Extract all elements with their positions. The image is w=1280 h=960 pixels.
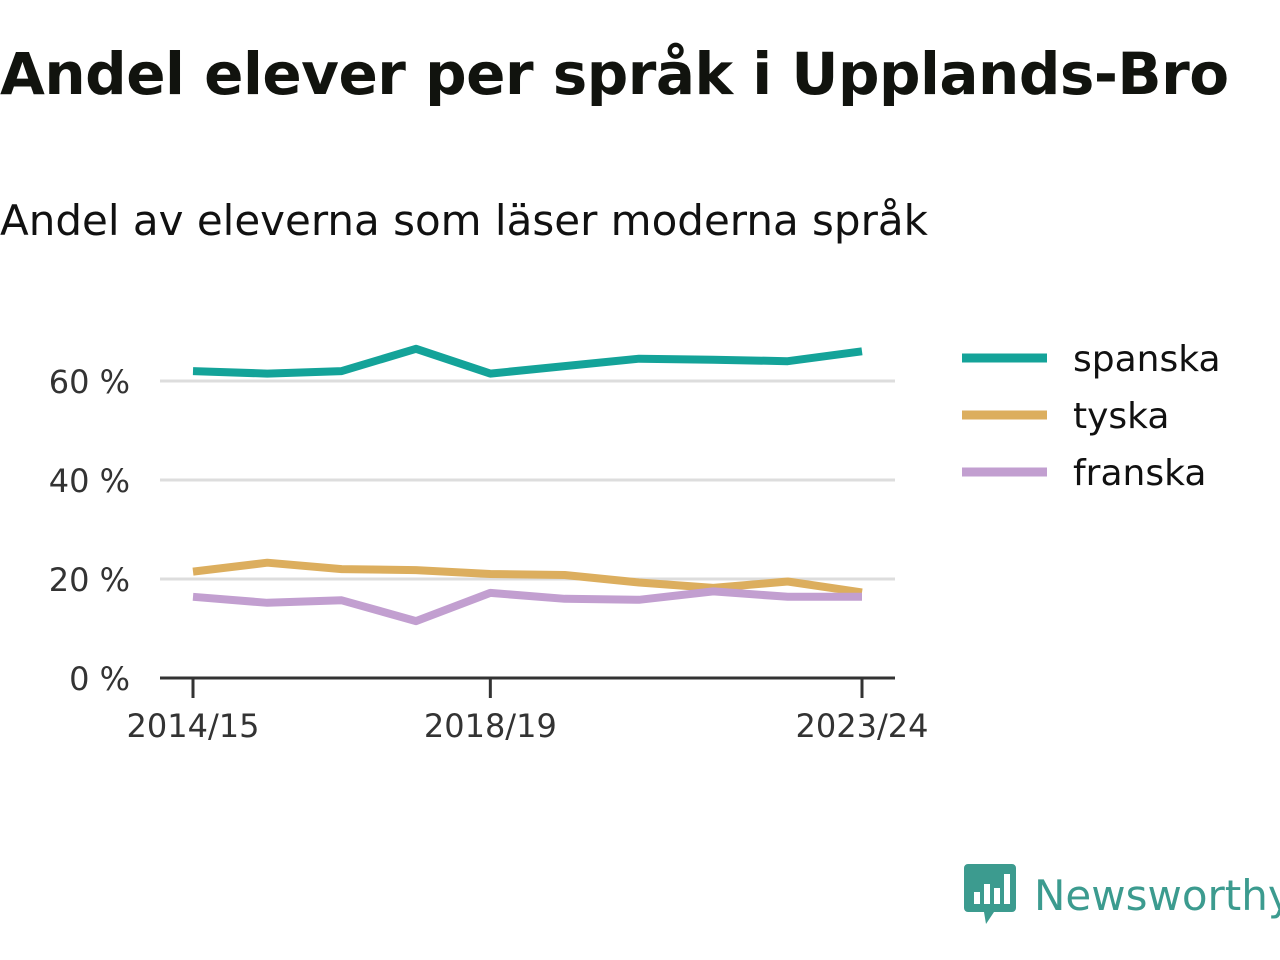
brand-name: Newsworthy: [1034, 870, 1280, 920]
newsworthy-logo-icon: [964, 864, 1016, 924]
x-tick-label: 2014/15: [127, 707, 260, 745]
newsworthy-brand: Newsworthy: [964, 864, 1280, 926]
chart-subtitle: Andel av eleverna som läser moderna språ…: [0, 196, 928, 245]
series-line-tyska: [192, 558, 863, 597]
y-tick-label: 40 %: [49, 462, 130, 500]
y-tick-label: 0 %: [69, 660, 130, 698]
y-tick-label: 60 %: [49, 363, 130, 401]
legend-label-spanska: spanska: [1073, 339, 1221, 380]
legend-label-tyska: tyska: [1073, 396, 1169, 437]
series-line-franska: [192, 587, 862, 626]
y-tick-label: 20 %: [49, 561, 130, 599]
x-tick-label: 2023/24: [796, 707, 929, 745]
x-tick-label: 2018/19: [424, 707, 557, 745]
chart-title: Andel elever per språk i Upplands-Bro: [0, 40, 1229, 108]
series-line-spanska: [192, 344, 863, 378]
legend-label-franska: franska: [1073, 453, 1206, 494]
